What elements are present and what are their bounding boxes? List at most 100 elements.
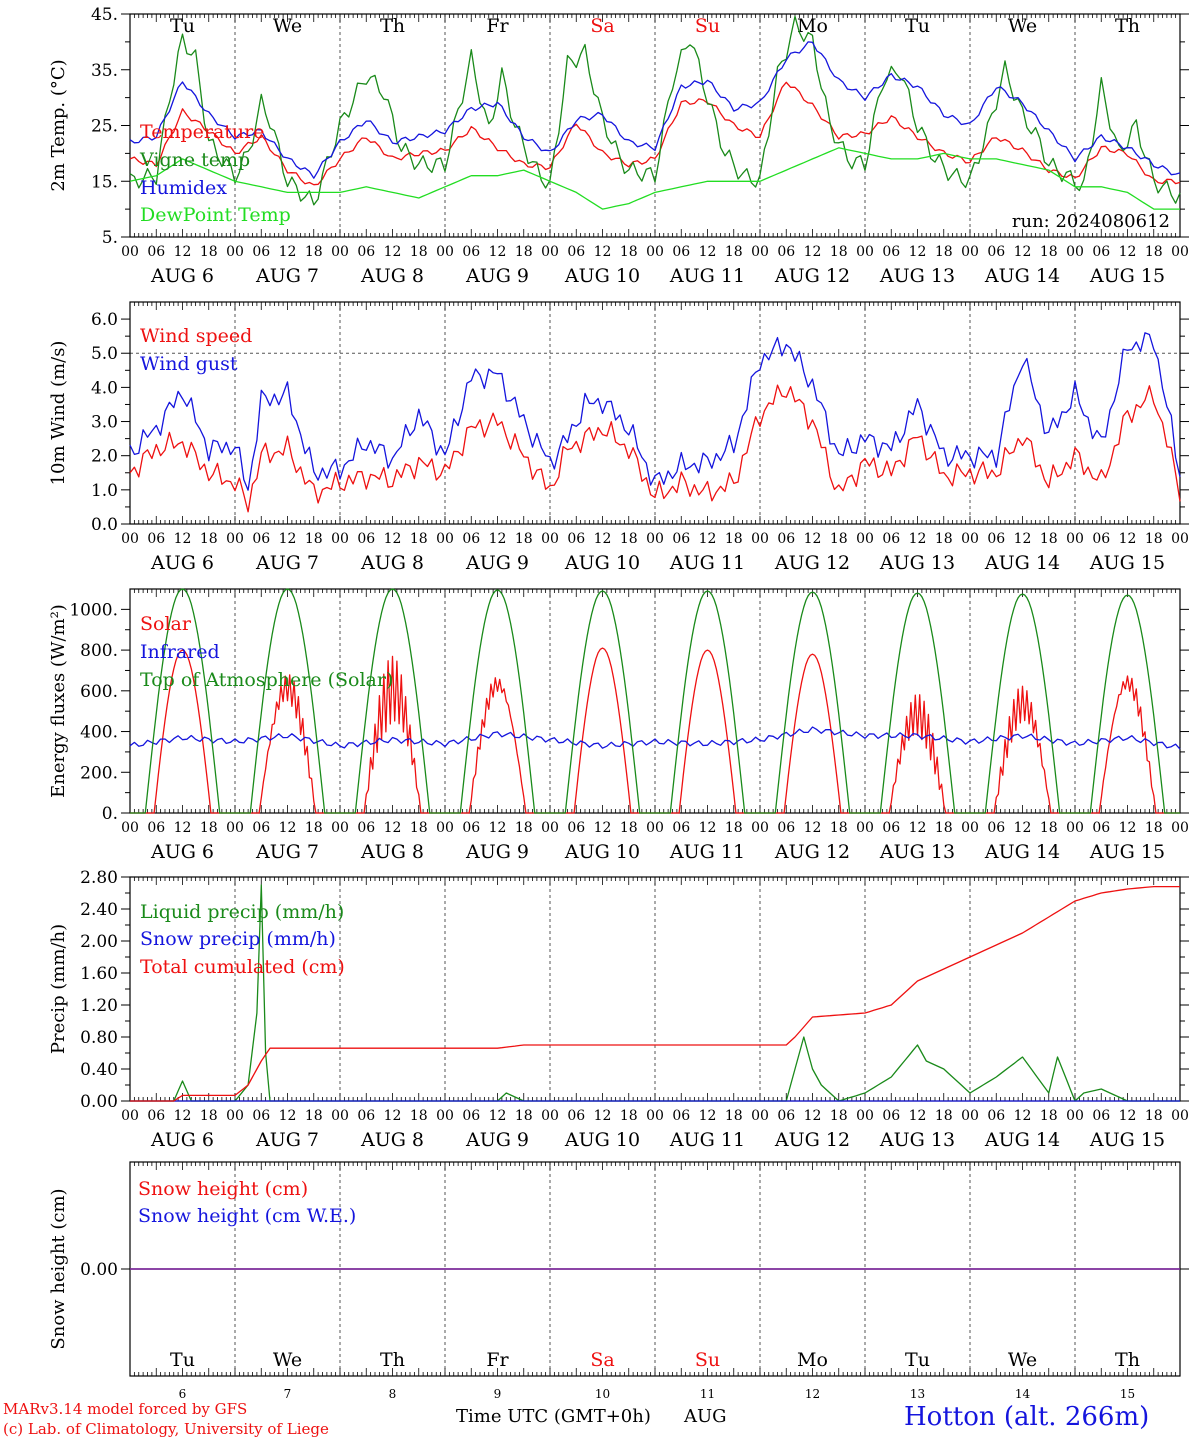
series-lines [129, 332, 1181, 513]
weekday-label: Th [380, 1349, 405, 1371]
hour-tick-label: 00 [856, 244, 874, 260]
date-label: AUG 13 [879, 265, 955, 287]
hour-tick-label: 12 [489, 820, 507, 836]
legend-entry: Total cumulated (cm) [140, 956, 345, 978]
weekday-label: Su [695, 1349, 720, 1371]
run-label: run: 2024080612 [1012, 211, 1170, 232]
date-label: AUG 13 [879, 841, 955, 863]
hour-tick-label: 18 [725, 531, 743, 547]
day-number-label: 14 [1015, 1387, 1031, 1401]
hour-tick-label: 18 [725, 820, 743, 836]
hour-tick-label: 06 [777, 1108, 795, 1124]
y-tick-label: 0.0 [91, 515, 118, 535]
hour-tick-label: 12 [699, 1108, 717, 1124]
hour-tick-label: 06 [777, 820, 795, 836]
day-number-label: 9 [494, 1387, 502, 1401]
day-number-label: 13 [910, 1387, 925, 1401]
hour-tick-label: 00 [961, 531, 979, 547]
hour-tick-label: 12 [279, 244, 297, 260]
day-number-label: 11 [700, 1387, 715, 1401]
hour-tick-label: 18 [410, 531, 428, 547]
hour-tick-label: 18 [200, 820, 218, 836]
hour-tick-label: 18 [1040, 1108, 1058, 1124]
hour-tick-label: 12 [699, 244, 717, 260]
hour-tick-label: 12 [384, 820, 402, 836]
date-label: AUG 6 [150, 1129, 214, 1151]
panel-1: 5. 15. 25. 35. 45. 2m Temp. (°C) 00 06 12 18 AUG 6… [48, 5, 1189, 287]
date-label: AUG 6 [150, 841, 214, 863]
hour-tick-label: 12 [594, 1108, 612, 1124]
hour-tick-label: 12 [909, 1108, 927, 1124]
weekday-label: We [1008, 15, 1037, 37]
hour-tick-label: 06 [987, 1108, 1005, 1124]
hour-tick-label: 00 [331, 531, 349, 547]
weekday-label: Su [695, 15, 720, 37]
hour-tick-label: 18 [410, 820, 428, 836]
hour-tick-label: 00 [751, 531, 769, 547]
date-label: AUG 14 [984, 265, 1060, 287]
hour-tick-label: 12 [489, 244, 507, 260]
hour-tick-label: 12 [699, 531, 717, 547]
panel-3: 0. 200. 400. 600. 800. 1000.Energy fluxes (W/… [48, 588, 1189, 863]
date-label: AUG 12 [774, 841, 850, 863]
hour-tick-label: 18 [830, 531, 848, 547]
y-tick-label: 1.0 [91, 481, 118, 501]
hour-tick-label: 12 [384, 244, 402, 260]
date-label: AUG 14 [984, 1129, 1060, 1151]
hour-tick-label: 18 [620, 820, 638, 836]
hour-tick-label: 06 [147, 820, 165, 836]
hour-tick-label: 12 [594, 244, 612, 260]
hour-tick-label: 00 [1066, 820, 1084, 836]
hour-tick-label: 00 [541, 1108, 559, 1124]
hour-tick-label: 06 [987, 244, 1005, 260]
hour-tick-label: 00 [436, 244, 454, 260]
hour-tick-label: 06 [357, 244, 375, 260]
hour-tick-label: 12 [804, 531, 822, 547]
hour-tick-label: 00 [121, 820, 139, 836]
hour-tick-label: 18 [725, 1108, 743, 1124]
hour-tick-label: 12 [174, 1108, 192, 1124]
hour-tick-label: 06 [357, 1108, 375, 1124]
legend-entry: Vigne temp [139, 149, 250, 171]
date-label: AUG 12 [774, 552, 850, 574]
weekday-label: Mo [797, 1349, 828, 1371]
y-tick-label: 0. [102, 804, 118, 824]
hour-tick-label: 06 [672, 244, 690, 260]
station-name: Hotton (alt. 266m) [904, 1402, 1150, 1432]
date-label: AUG 10 [564, 1129, 640, 1151]
hour-tick-label: 06 [462, 1108, 480, 1124]
hour-tick-label: 18 [620, 244, 638, 260]
weekday-label: We [1008, 1349, 1037, 1371]
hour-tick-label: 12 [594, 820, 612, 836]
date-label: AUG 10 [564, 552, 640, 574]
y-tick-label: 15. [91, 172, 118, 192]
hour-tick-label: 00 [541, 820, 559, 836]
date-label: AUG 10 [564, 265, 640, 287]
panel-2: 0.0 1.0 2.0 3.0 4.0 5.0 6.0 10m Wind (m/s) 00 06 1… [48, 301, 1189, 574]
hour-tick-label: 12 [804, 244, 822, 260]
hour-tick-label: 12 [384, 531, 402, 547]
y-tick-label: 0.00 [80, 1260, 118, 1280]
series-vigne-temp [129, 15, 1181, 206]
weekday-label: Fr [486, 15, 509, 37]
y-tick-label: 25. [91, 117, 118, 137]
legend-entry: Snow height (cm) [138, 1178, 308, 1200]
hour-tick-label: 00 [1066, 531, 1084, 547]
y-tick-label: 35. [91, 61, 118, 81]
hour-tick-label: 18 [515, 531, 533, 547]
hour-tick-label: 18 [620, 1108, 638, 1124]
hour-tick-label: 00 [436, 531, 454, 547]
weekday-label: Sa [590, 1349, 614, 1371]
hour-tick-label: 18 [1145, 1108, 1163, 1124]
hour-tick-label: 06 [567, 531, 585, 547]
series-dewpoint-temp [129, 147, 1180, 210]
hour-tick-label: 00 [646, 1108, 664, 1124]
hour-tick-label: 18 [620, 531, 638, 547]
hour-tick-label: 12 [279, 820, 297, 836]
hour-tick-label: 12 [804, 1108, 822, 1124]
hour-tick-label: 12 [279, 1108, 297, 1124]
legend-entry: Top of Atmosphere (Solar) [140, 669, 393, 691]
hour-tick-label: 00 [646, 820, 664, 836]
series-temperature [129, 81, 1181, 186]
weekday-label: Fr [486, 1349, 509, 1371]
